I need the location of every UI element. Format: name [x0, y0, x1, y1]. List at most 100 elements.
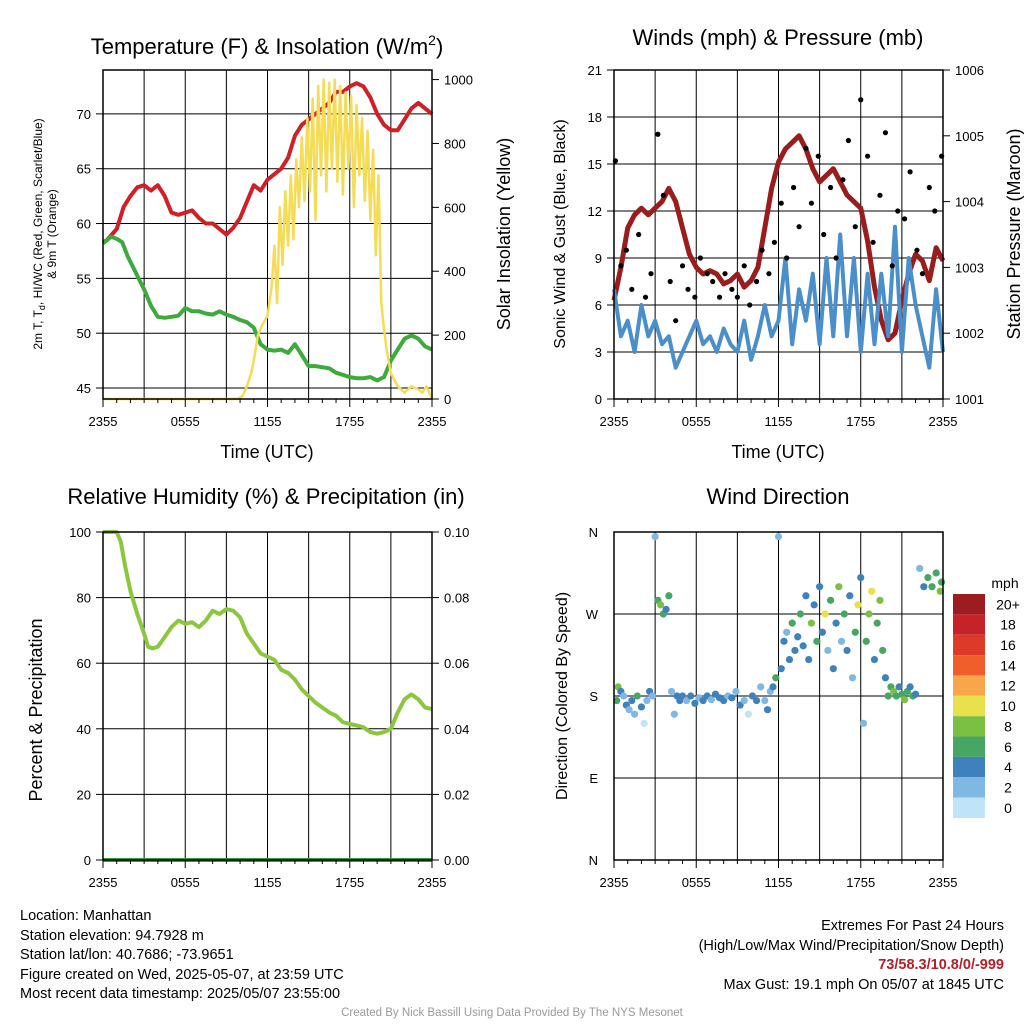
direction-point	[783, 628, 791, 636]
direction-point	[670, 710, 678, 718]
temperature-left-ylabel: 2m T, Td, HI/WC (Red, Green, Scarlet/Blu…	[31, 118, 47, 349]
direction-point	[763, 706, 772, 714]
x-tick-label: 1755	[846, 414, 875, 429]
y-right-tick-label: 1006	[955, 63, 984, 78]
gust-point	[877, 192, 883, 198]
y-left-tick-label: 45	[77, 381, 91, 396]
direction-point	[854, 601, 862, 609]
gust-point	[685, 286, 691, 292]
gust-point	[815, 153, 821, 159]
y-right-tick-label: 1003	[955, 260, 984, 275]
direction-point	[826, 596, 835, 604]
legend-swatch	[953, 695, 985, 717]
direction-point	[848, 674, 857, 682]
legend-swatch	[953, 634, 985, 656]
direction-point	[835, 583, 843, 591]
temperature-panel-title: Temperature (F) & Insolation (W/m2)	[91, 32, 444, 59]
gust-point	[803, 145, 809, 151]
y-left-tick-label: 9	[595, 251, 602, 266]
x-tick-label: 2355	[929, 875, 958, 890]
direction-point	[794, 633, 802, 641]
direction-point	[865, 610, 873, 618]
direction-point	[807, 619, 816, 627]
y-left-tick-label: 0	[595, 392, 602, 407]
y-tick-label: N	[589, 525, 598, 540]
direction-point	[805, 655, 813, 664]
temperature-panel: Temperature (F) & Insolation (W/m2) 2355…	[31, 32, 514, 462]
direction-point	[788, 619, 796, 627]
direction-point	[829, 665, 837, 673]
y-left-tick-label: 70	[77, 107, 91, 122]
gust-point	[704, 271, 710, 277]
gust-point	[796, 224, 802, 230]
direction-point	[881, 674, 890, 682]
x-tick-label: 2355	[600, 875, 629, 890]
direction-point	[637, 703, 646, 711]
direction-point	[633, 692, 641, 700]
legend-swatch	[953, 655, 985, 676]
winds-left-ylabel: Sonic Wind & Gust (Blue, Black)	[552, 119, 569, 348]
gust-point	[753, 278, 760, 285]
direction-point	[938, 578, 946, 586]
series-line	[612, 224, 945, 370]
y-right-tick-label: 0.08	[444, 591, 469, 606]
gust-point	[759, 247, 765, 253]
y-right-tick-label: 800	[444, 136, 466, 151]
direction-point	[870, 655, 879, 664]
extremes-values: 73/58.3/10.8/0/-999	[878, 957, 1004, 974]
legend-swatch	[953, 614, 985, 635]
legend-label: 2	[1004, 780, 1012, 796]
y-left-tick-label: 50	[77, 326, 91, 341]
y-left-tick-label: 55	[77, 271, 91, 286]
legend-label: 10	[1000, 698, 1016, 714]
direction-point	[932, 569, 940, 577]
gust-point	[907, 169, 913, 175]
y-tick-label: N	[589, 853, 598, 868]
y-left-tick-label: 18	[588, 110, 602, 125]
legend-label: 6	[1004, 739, 1012, 755]
gust-point	[778, 200, 784, 206]
direction-point	[662, 605, 670, 614]
direction-point	[752, 696, 761, 705]
y-right-tick-label: 1001	[955, 392, 984, 407]
y-left-tick-label: 12	[588, 204, 602, 219]
gust-point	[692, 294, 698, 300]
direction-point	[898, 690, 906, 698]
direction-point	[777, 665, 785, 673]
x-tick-label: 1755	[335, 414, 364, 429]
y-left-tick-label: 40	[77, 722, 91, 737]
x-tick-label: 2355	[929, 414, 958, 429]
series-line	[103, 78, 434, 401]
gust-point	[827, 184, 834, 191]
direction-point	[818, 628, 826, 636]
direction-point	[744, 710, 752, 718]
direction-point	[859, 719, 868, 727]
y-right-tick-label: 1000	[444, 73, 473, 88]
direction-point	[628, 696, 636, 705]
gust-point	[716, 294, 723, 300]
location-text: Location: Manhattan	[20, 908, 152, 924]
gust-point	[673, 318, 679, 324]
direction-point	[619, 692, 628, 700]
direction-point	[785, 655, 794, 664]
direction-point	[901, 696, 909, 704]
direction-point	[796, 610, 805, 618]
direction-legend-title: mph	[991, 575, 1018, 591]
gust-point	[741, 263, 747, 269]
gust-point	[919, 271, 926, 277]
y-left-tick-label: 21	[588, 63, 602, 78]
gust-point	[771, 239, 777, 245]
winds-right-ylabel: Station Pressure (Maroon)	[1004, 128, 1024, 339]
legend-label: 4	[1004, 759, 1012, 775]
direction-left-ylabel: Direction (Colored By Speed)	[554, 592, 571, 800]
y-right-tick-label: 0	[444, 392, 451, 407]
recent-text: Most recent data timestamp: 2025/05/07 2…	[20, 986, 341, 1003]
winds-panel-title: Winds (mph) & Pressure (mb)	[633, 25, 924, 50]
gust-point	[882, 130, 889, 136]
gust-point	[889, 263, 895, 269]
extremes-title: Extremes For Past 24 Hours	[821, 918, 1004, 934]
y-right-tick-label: 1005	[955, 129, 984, 144]
x-tick-label: 0555	[171, 875, 200, 890]
gust-point	[865, 153, 871, 159]
